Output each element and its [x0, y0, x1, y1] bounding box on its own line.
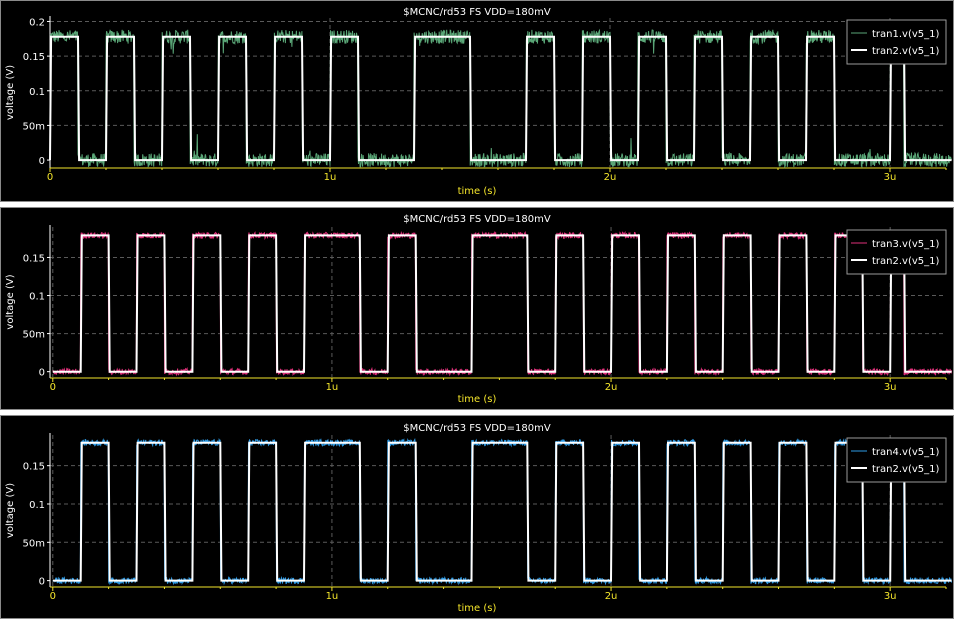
x-axis-label: time (s) — [458, 394, 497, 405]
series-line-1 — [52, 437, 953, 586]
y-axis-label: voltage (V) — [5, 65, 16, 120]
legend-entry: tran2.v(v5_1) — [872, 256, 940, 267]
y-tick-label: 50m — [23, 538, 45, 549]
x-tick-label: 2u — [605, 591, 618, 602]
x-tick-label: 2u — [605, 382, 618, 393]
y-tick-label: 0.15 — [23, 253, 45, 264]
legend-entry: tran2.v(v5_1) — [872, 464, 940, 475]
x-tick-label: 1u — [326, 591, 339, 602]
x-tick-label: 0 — [50, 591, 56, 602]
legend-entry: tran2.v(v5_1) — [872, 46, 940, 57]
y-tick-label: 50m — [23, 330, 45, 341]
y-tick-label: 0.15 — [23, 462, 45, 473]
chart-panel-2: $MCNC/rd53 FS VDD=180mV 0 50m 0.1 0.15 0 1u 2u 3… — [0, 207, 954, 410]
chart-svg-1: $MCNC/rd53 FS VDD=180mV 0 50m 0.1 0.15 0.2 0 1u… — [5, 7, 953, 197]
y-axis-label: voltage (V) — [5, 483, 16, 538]
chart-title: $MCNC/rd53 FS VDD=180mV — [403, 214, 551, 225]
x-tick-label: 0 — [47, 172, 53, 183]
legend-entry: tran1.v(v5_1) — [872, 29, 940, 40]
chart-title: $MCNC/rd53 FS VDD=180mV — [403, 7, 551, 18]
x-tick-label: 3u — [884, 591, 897, 602]
x-tick-label: 2u — [604, 172, 617, 183]
series-line-2 — [49, 35, 952, 162]
chart-svg-3: $MCNC/rd53 FS VDD=180mV 0 50m 0.1 0.15 0 1u 2u 3… — [5, 423, 953, 614]
x-axis-label: time (s) — [458, 186, 497, 197]
series-line-1 — [52, 230, 953, 377]
chart-panel-3: $MCNC/rd53 FS VDD=180mV 0 50m 0.1 0.15 0 1u 2u 3… — [0, 415, 954, 619]
chart-title: $MCNC/rd53 FS VDD=180mV — [403, 423, 551, 434]
y-tick-label: 50m — [23, 121, 45, 132]
y-tick-label: 0.1 — [29, 292, 45, 303]
x-tick-label: 3u — [884, 172, 897, 183]
y-tick-label: 0 — [39, 156, 45, 167]
x-tick-label: 0 — [50, 382, 56, 393]
x-tick-label: 1u — [324, 172, 337, 183]
y-tick-label: 0 — [39, 577, 45, 588]
series-line-1 — [49, 28, 953, 169]
legend-entry: tran3.v(v5_1) — [872, 239, 940, 250]
series-line-2 — [52, 234, 952, 373]
series-line-2 — [52, 441, 952, 582]
legend-box — [846, 229, 947, 275]
x-axis-label: time (s) — [458, 603, 497, 614]
y-tick-label: 0.1 — [29, 500, 45, 511]
y-axis-label: voltage (V) — [5, 274, 16, 329]
legend-entry: tran4.v(v5_1) — [872, 447, 940, 458]
legend-box — [846, 437, 947, 483]
y-tick-label: 0 — [39, 368, 45, 379]
y-tick-label: 0.1 — [29, 87, 45, 98]
chart-svg-2: $MCNC/rd53 FS VDD=180mV 0 50m 0.1 0.15 0 1u 2u 3… — [5, 214, 953, 405]
chart-panel-1: $MCNC/rd53 FS VDD=180mV 0 50m 0.1 0.15 0.2 0 1u… — [0, 0, 954, 202]
legend-box — [846, 19, 947, 65]
y-tick-label: 0.15 — [23, 52, 45, 63]
y-tick-label: 0.2 — [29, 17, 45, 28]
x-tick-label: 1u — [326, 382, 339, 393]
x-tick-label: 3u — [884, 382, 897, 393]
